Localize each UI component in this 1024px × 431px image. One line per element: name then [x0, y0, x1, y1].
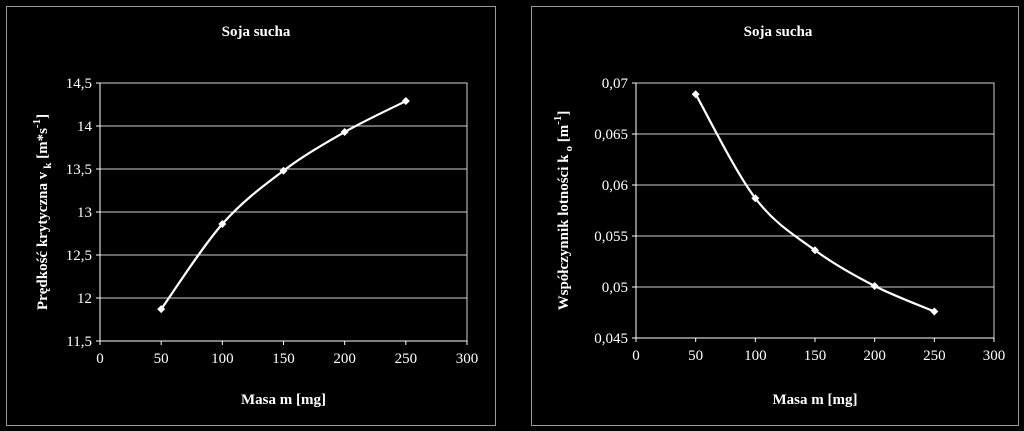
y-axis-label-sub: k	[42, 162, 54, 169]
y-axis-label-sub: o	[563, 146, 575, 152]
y-tick-label: 14,5	[66, 76, 92, 92]
y-axis-label: Współczynnik lotności k o [m-1]	[552, 111, 575, 311]
y-tick-label: 13,5	[66, 162, 92, 178]
chart-left: Soja sucha 11,5 12 12,5 13 13,5 14 14,5 0 50 100 15…	[31, 24, 479, 408]
y-axis-label-sup: -1	[552, 116, 564, 125]
data-point	[340, 128, 349, 137]
y-axis-label-sup: -1	[31, 119, 43, 128]
data-point	[691, 90, 700, 99]
plot-area	[635, 82, 995, 339]
y-tick-label: 0,05	[602, 280, 628, 296]
y-axis-label-main: Współczynnik lotności k	[556, 154, 572, 311]
x-tick-label: 150	[804, 348, 827, 364]
x-axis-label: Masa m [mg]	[773, 392, 858, 408]
x-tick-label: 250	[923, 348, 946, 364]
series-line	[160, 100, 407, 310]
y-tick-label: 0,055	[594, 229, 628, 245]
y-tick-label: 13	[77, 205, 92, 221]
series-line	[694, 93, 935, 313]
x-tick-label: 100	[211, 351, 234, 367]
x-tick-label: 200	[333, 351, 356, 367]
x-tick-label: 300	[456, 351, 479, 367]
y-tick-label: 11,5	[66, 334, 92, 350]
y-tick-label: 12	[77, 291, 92, 307]
x-tick-label: 50	[154, 351, 169, 367]
y-axis-label-close: ]	[35, 114, 51, 119]
y-axis-label-main: Prędkość krytyczna v	[35, 171, 51, 310]
x-tick-label: 50	[688, 348, 703, 364]
x-tick-label: 250	[395, 351, 418, 367]
data-point	[279, 166, 288, 175]
data-point	[401, 97, 410, 106]
x-tick-label: 100	[744, 348, 767, 364]
x-tick-label: 300	[983, 348, 1006, 364]
chart-panel-left: Soja sucha 11,5 12 12,5 13 13,5 14 14,5 0 50 100 15…	[6, 6, 496, 426]
y-axis-label: Prędkość krytyczna v k [m*s-1]	[31, 114, 54, 310]
chart-title: Soja sucha	[222, 24, 291, 40]
y-tick-label: 12,5	[66, 248, 92, 264]
y-axis-label-unit: [m	[556, 124, 572, 146]
x-tick-label: 0	[96, 351, 104, 367]
y-tick-label: 0,07	[602, 76, 629, 92]
x-axis-label: Masa m [mg]	[241, 392, 326, 408]
data-point	[157, 305, 166, 314]
y-axis-label-close: ]	[556, 111, 572, 116]
x-tick-label: 0	[632, 348, 640, 364]
data-point	[930, 307, 939, 316]
data-point	[811, 246, 819, 255]
x-tick-label: 200	[863, 348, 886, 364]
y-tick-label: 0,06	[602, 178, 629, 194]
data-point	[870, 281, 879, 290]
chart-right: Soja sucha 0,045 0,05 0,055 0,06 0,065 0,07 0 50…	[552, 24, 1006, 408]
x-tick-label: 150	[272, 351, 295, 367]
y-axis-label-unit: [m*s	[35, 128, 51, 163]
chart-panel-right: Soja sucha 0,045 0,05 0,055 0,06 0,065 0,07 0 50…	[531, 6, 1019, 426]
chart-title: Soja sucha	[744, 24, 813, 40]
y-tick-label: 14	[77, 119, 93, 135]
data-point	[218, 220, 227, 229]
y-tick-label: 0,065	[594, 127, 628, 143]
y-tick-label: 0,045	[594, 331, 628, 347]
data-point	[751, 194, 760, 203]
